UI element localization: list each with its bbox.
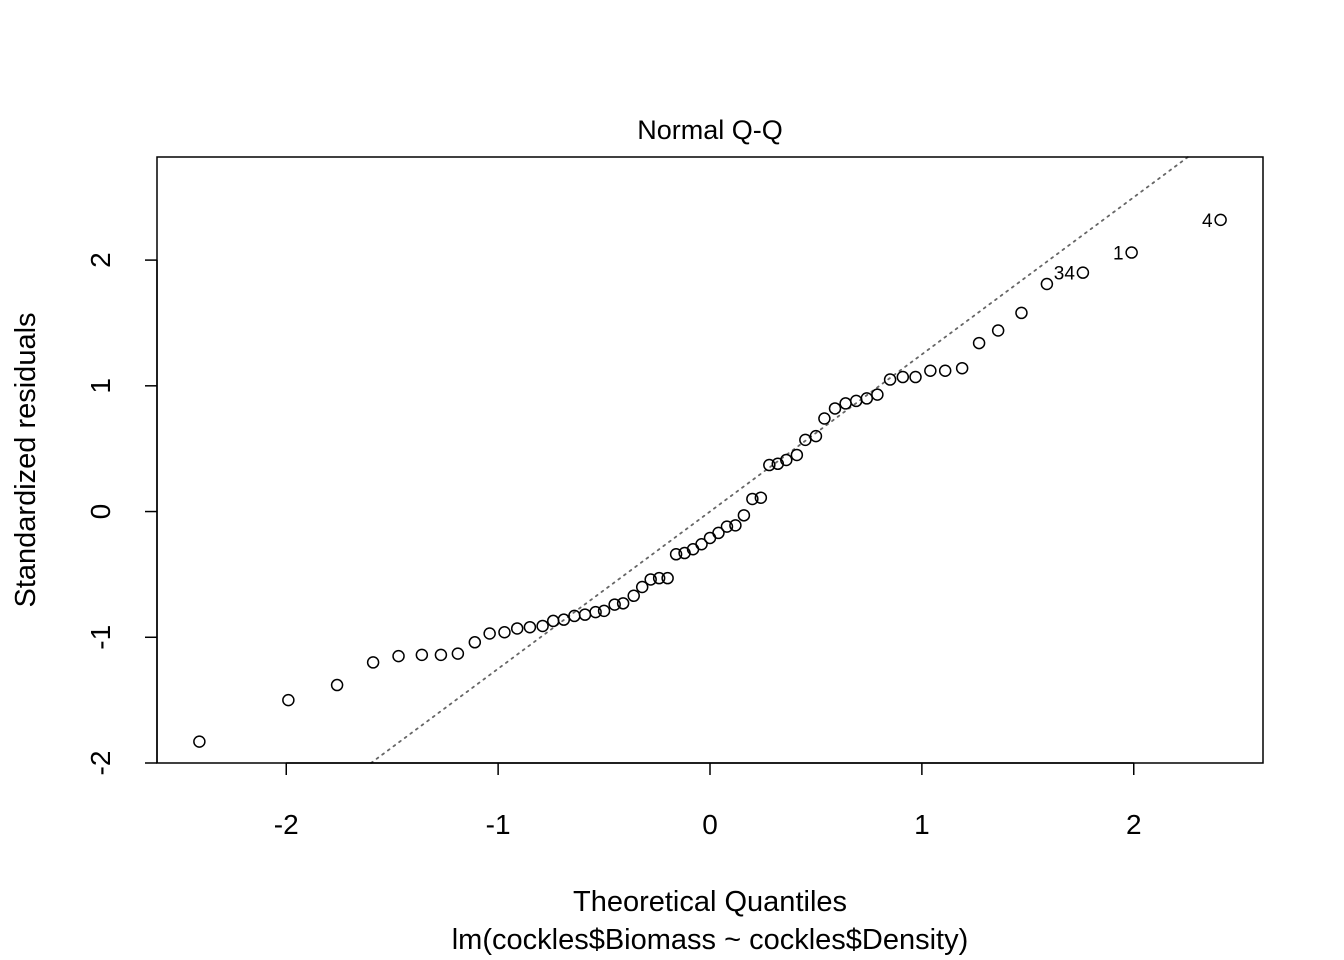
y-tick-label: 2 [85, 252, 116, 268]
data-point [938, 364, 952, 377]
data-point [763, 458, 776, 472]
data-point [434, 648, 448, 662]
x-tick-label: -2 [274, 809, 299, 840]
data-point [1040, 277, 1054, 291]
y-axis-label: Standardized residuals [10, 312, 42, 607]
data-point [510, 622, 524, 635]
data-point [991, 324, 1005, 337]
x-tick-label: 0 [702, 809, 718, 840]
y-tick-label: -2 [85, 751, 116, 776]
reference-line [370, 156, 1189, 764]
plot-frame [156, 156, 1264, 764]
data-point [468, 636, 482, 649]
data-point [1214, 213, 1227, 227]
data-point [652, 571, 666, 585]
data-point [546, 614, 560, 628]
y-axis: -2 -1 0 1 2 [85, 252, 158, 776]
y-tick-label: 0 [85, 504, 116, 520]
x-tick-label: 2 [1126, 809, 1142, 840]
data-point [644, 573, 657, 586]
data-point [924, 364, 937, 377]
point-label: 34 [1054, 264, 1076, 285]
data-point [790, 448, 804, 462]
data-point [720, 520, 734, 533]
data-point [366, 656, 380, 669]
data-point [557, 613, 571, 626]
data-point [712, 526, 725, 540]
data-point [737, 509, 751, 522]
data-point [616, 597, 630, 610]
point-labels-layer: 4 1 34 [1054, 211, 1213, 285]
data-point [896, 370, 910, 384]
data-point [483, 627, 496, 640]
point-label: 4 [1202, 211, 1213, 232]
data-point [661, 571, 674, 585]
point-label: 1 [1113, 244, 1124, 265]
data-point [1125, 246, 1138, 259]
data-point [746, 492, 759, 506]
x-axis-sublabel: lm(cockles$Biomass ~ cockles$Density) [452, 924, 969, 956]
data-point [597, 604, 611, 618]
data-point [729, 519, 742, 532]
data-point [282, 693, 295, 707]
data-point [627, 589, 640, 603]
y-tick-label: 1 [85, 378, 116, 394]
data-point [536, 619, 549, 633]
data-point [578, 608, 592, 621]
data-point [193, 735, 206, 748]
data-point [608, 598, 621, 611]
data-point [1076, 266, 1090, 279]
data-point [871, 388, 884, 401]
data-point [669, 548, 683, 561]
data-point [955, 361, 969, 375]
x-tick-label: -1 [486, 809, 511, 840]
data-point [972, 336, 986, 350]
x-tick-label: 1 [914, 809, 930, 840]
reference-line-layer [370, 156, 1189, 764]
y-tick-label: -1 [85, 625, 116, 650]
x-axis: -2 -1 0 1 2 [274, 762, 1142, 840]
data-point [415, 648, 429, 662]
data-point [860, 392, 874, 405]
data-point [780, 453, 793, 467]
x-axis-label: Theoretical Quantiles [573, 886, 847, 918]
chart-title: Normal Q-Q [637, 115, 783, 145]
data-point [498, 625, 511, 639]
data-point [909, 370, 922, 384]
data-point [451, 647, 465, 660]
data-point [589, 605, 602, 619]
data-point [1015, 306, 1028, 320]
points-layer [193, 213, 1227, 748]
data-point [635, 580, 649, 594]
data-point [523, 620, 537, 634]
data-point [828, 402, 842, 415]
data-point [695, 537, 708, 551]
data-point [839, 397, 852, 410]
data-point [392, 649, 405, 663]
data-point [799, 433, 812, 447]
data-point [883, 373, 897, 386]
data-point [809, 429, 823, 443]
data-point [754, 491, 768, 504]
data-point [330, 678, 344, 692]
data-point [818, 412, 831, 425]
